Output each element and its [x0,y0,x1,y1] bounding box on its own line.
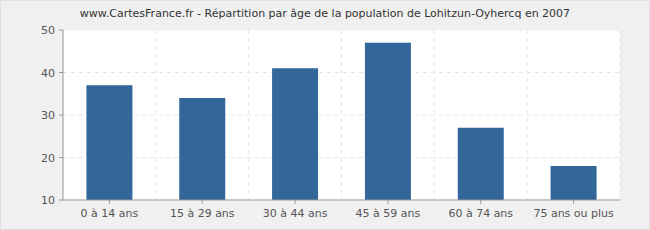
y-tick-label: 30 [41,109,55,122]
grid-line [63,157,620,158]
x-tick [480,200,481,204]
x-tick-label: 75 ans ou plus [533,207,614,220]
y-tick [59,30,63,31]
bar [86,85,132,200]
bars [86,43,596,200]
bar [551,166,597,200]
v-grid-line [63,30,64,200]
x-tick-label: 0 à 14 ans [81,207,139,220]
bar [365,43,411,200]
y-tick [59,157,63,158]
y-axis [63,30,64,200]
x-tick-label: 60 à 74 ans [448,207,513,220]
x-tick [387,200,388,204]
x-tick-label: 45 à 59 ans [356,207,421,220]
y-tick [59,72,63,73]
y-tick-label: 50 [41,24,55,37]
y-tick-label: 20 [41,152,55,165]
x-tick-label: 30 à 44 ans [263,207,328,220]
title: www.CartesFrance.fr - Répartition par âg… [80,7,570,20]
v-grid-line [341,30,342,200]
background [1,1,650,230]
bar [272,68,318,200]
x-axis [63,200,620,201]
x-tick [109,200,110,204]
y-tick-label: 10 [41,194,55,207]
x-tick [295,200,296,204]
y-tick-label: 40 [41,67,55,80]
bar [458,128,504,200]
x-tick [202,200,203,204]
grid-line [63,200,620,201]
x-tick-label: 15 à 29 ans [170,207,235,220]
grid-line [63,115,620,116]
grid-line [63,72,620,73]
y-tick [59,200,63,201]
chart: www.CartesFrance.fr - Répartition par âg… [0,0,650,230]
grid-line [63,30,620,31]
plot-area [63,30,620,200]
bar [179,98,225,200]
v-grid-line [155,30,156,200]
x-tick [573,200,574,204]
y-tick [59,115,63,116]
